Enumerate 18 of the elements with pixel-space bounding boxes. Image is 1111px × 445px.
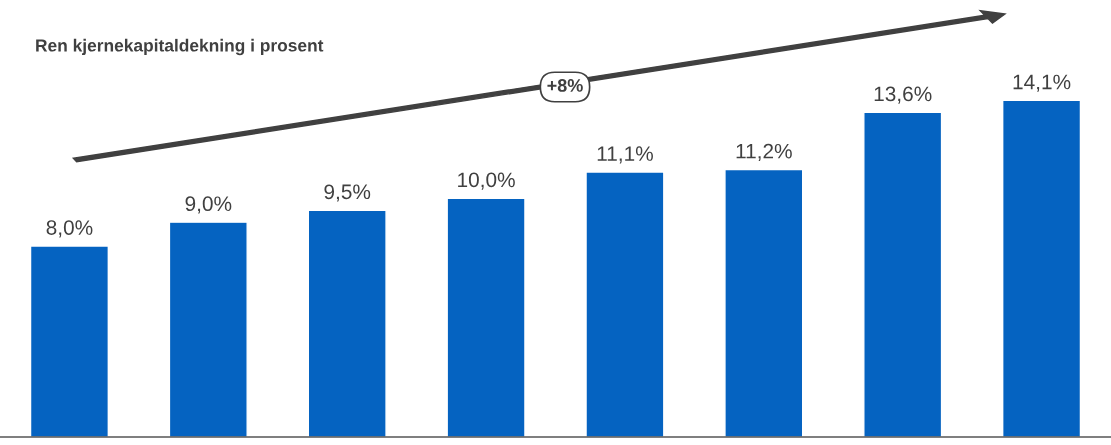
bar — [585, 171, 665, 437]
bar — [307, 209, 387, 437]
bar — [1001, 99, 1082, 437]
bar — [446, 197, 526, 437]
data-label: 9,5% — [324, 184, 371, 202]
text: +8% — [547, 79, 583, 92]
data-label: 9,0% — [185, 196, 232, 214]
bar — [724, 168, 804, 437]
data-label: 11,1% — [597, 146, 653, 164]
bar — [863, 111, 943, 437]
data-label: 11,2% — [736, 143, 792, 162]
bar — [168, 221, 248, 437]
data-label: 8,0% — [46, 220, 93, 238]
data-label: 14,1% — [1013, 74, 1071, 92]
data-label: 13,6% — [874, 86, 932, 104]
chart-title: Ren kjernekapitaldekning i prosent — [36, 38, 324, 56]
bar — [29, 245, 110, 437]
data-label: 10,0% — [458, 172, 515, 190]
